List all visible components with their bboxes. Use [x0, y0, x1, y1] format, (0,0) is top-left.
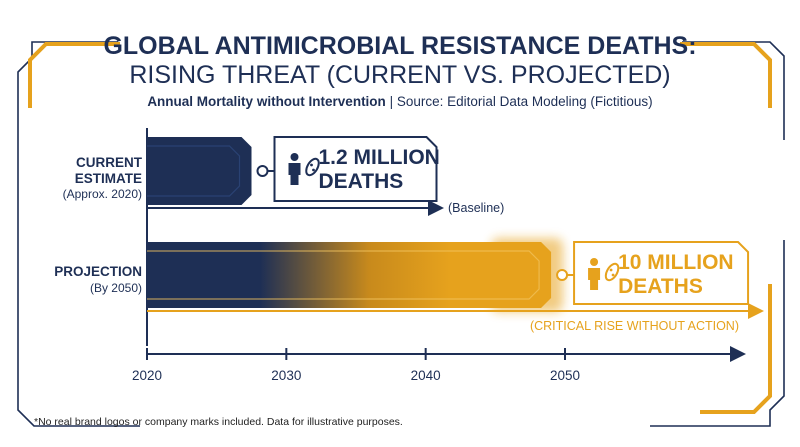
caption-bold: Annual Mortality without Intervention	[147, 94, 386, 109]
annotation-label-projection: (CRITICAL RISE WITHOUT ACTION)	[530, 319, 739, 333]
callout-value-projection: 10 MILLION	[618, 251, 734, 274]
bar-connector-projection	[556, 269, 569, 281]
caption-source: | Source: Editorial Data Modeling (Ficti…	[386, 94, 653, 109]
bar-trim-projection	[147, 250, 540, 300]
microbe-icon-body	[604, 262, 620, 282]
callout-box-current	[273, 136, 438, 202]
person-icon	[588, 258, 601, 290]
category-note-projection: (By 2050)	[90, 281, 142, 295]
chart-subtitle: RISING THREAT (CURRENT VS. PROJECTED)	[129, 61, 670, 89]
x-axis: 2020 2030 2040 2050	[132, 346, 746, 383]
microbe-icon	[305, 157, 320, 177]
category-label-current-2: ESTIMATE	[75, 171, 142, 186]
x-tick-label: 2020	[132, 368, 162, 383]
callout-box-projection	[573, 241, 750, 305]
bar-current	[147, 137, 252, 205]
callout-unit-projection: DEATHS	[618, 275, 703, 298]
category-note-current: (Approx. 2020)	[63, 187, 142, 201]
person-icon-head	[290, 153, 299, 161]
bar-trim-current	[147, 145, 241, 197]
bar-connector-current	[256, 165, 269, 177]
x-tick-label: 2040	[411, 368, 441, 383]
microbe-icon-dot	[310, 163, 313, 167]
bar-projection	[147, 242, 552, 308]
callout-value-current: 1.2 MILLION	[319, 146, 440, 169]
microbe-icon-dot	[611, 273, 615, 277]
category-label-projection: PROJECTION	[54, 264, 142, 279]
microbe-icon	[604, 262, 620, 282]
person-icon-head	[590, 258, 599, 266]
microbe-icon-dot	[312, 168, 315, 172]
frame-decoration	[17, 41, 785, 427]
callout-unit-current: DEATHS	[319, 170, 404, 193]
footnote: *No real brand logos or company marks in…	[34, 416, 403, 428]
person-icon-body	[288, 163, 301, 185]
annotation-label-current: (Baseline)	[448, 201, 504, 215]
x-tick-label: 2050	[550, 368, 580, 383]
microbe-icon-dot	[609, 268, 613, 272]
microbe-icon-body	[305, 157, 320, 177]
x-tick-label: 2030	[271, 368, 301, 383]
person-icon-body	[588, 268, 601, 290]
chart-title: GLOBAL ANTIMICROBIAL RESISTANCE DEATHS:	[103, 32, 696, 60]
person-icon	[288, 153, 301, 185]
chart-caption: Annual Mortality without Intervention | …	[147, 94, 652, 109]
category-label-current: CURRENT	[76, 155, 143, 170]
